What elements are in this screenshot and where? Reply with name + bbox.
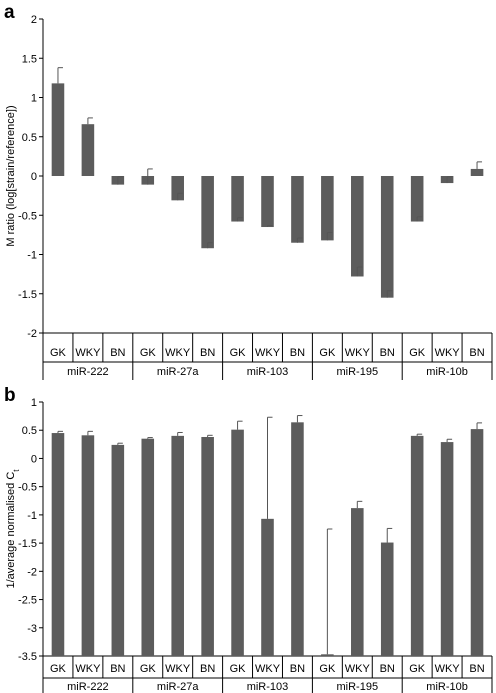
bar xyxy=(380,176,394,298)
category-label: GK xyxy=(409,347,426,359)
bar xyxy=(201,176,214,249)
category-label: WKY xyxy=(435,663,461,675)
category-label: GK xyxy=(50,663,67,675)
y-tick-label: -3 xyxy=(27,623,37,635)
category-label: WKY xyxy=(345,663,371,675)
category-label: GK xyxy=(409,663,426,675)
category-label: BN xyxy=(200,347,215,359)
category-label: WKY xyxy=(165,347,191,359)
group-label: miR-10b xyxy=(426,366,468,378)
category-label: GK xyxy=(230,347,247,359)
group-label: miR-103 xyxy=(247,681,289,693)
bar xyxy=(81,124,95,176)
group-label: miR-195 xyxy=(337,681,379,693)
group-label: miR-222 xyxy=(67,366,109,378)
bar xyxy=(261,176,274,228)
category-label: WKY xyxy=(165,663,191,675)
y-axis-label: 1/average normalised Ct xyxy=(5,469,21,589)
group-label: miR-222 xyxy=(67,681,109,693)
category-label: GK xyxy=(140,347,157,359)
bar xyxy=(321,654,334,656)
category-label: BN xyxy=(110,663,125,675)
bar xyxy=(231,429,244,656)
group-label: miR-27a xyxy=(157,366,199,378)
bar xyxy=(51,433,65,656)
group-label: miR-27a xyxy=(157,681,199,693)
bar xyxy=(291,176,304,243)
category-label: GK xyxy=(319,663,336,675)
y-tick-label: -1 xyxy=(27,250,37,262)
bar xyxy=(351,176,364,277)
y-tick-label: -2 xyxy=(27,328,37,340)
bar xyxy=(351,508,364,656)
group-label: miR-195 xyxy=(337,366,379,378)
y-tick-label: 1 xyxy=(31,397,37,409)
bar xyxy=(440,442,454,656)
category-label: BN xyxy=(290,347,305,359)
category-label: BN xyxy=(380,663,395,675)
bar xyxy=(171,176,184,201)
bar xyxy=(201,436,214,656)
bar xyxy=(141,438,155,656)
panel-label: b xyxy=(4,385,16,406)
category-label: BN xyxy=(469,347,484,359)
category-label: BN xyxy=(200,663,215,675)
bar xyxy=(51,83,65,176)
category-label: WKY xyxy=(255,347,281,359)
y-tick-label: 0.5 xyxy=(22,132,37,144)
group-label: miR-103 xyxy=(247,366,289,378)
panel-b: b 1/average normalised Ct 1 0.5 0 -0.5 -1 -1.5 -… xyxy=(4,385,493,693)
category-label: GK xyxy=(50,347,67,359)
category-label: WKY xyxy=(255,663,281,675)
category-label: WKY xyxy=(435,347,461,359)
category-label: BN xyxy=(290,663,305,675)
y-tick-label: 2 xyxy=(31,14,37,26)
category-label: BN xyxy=(469,663,484,675)
y-tick-label: -3.5 xyxy=(18,651,37,663)
bar xyxy=(470,429,484,656)
y-tick-label: -1.5 xyxy=(18,289,37,301)
category-label: WKY xyxy=(345,347,371,359)
bar xyxy=(171,435,184,656)
y-axis-label-subscript: t xyxy=(12,469,21,472)
bar xyxy=(470,168,484,176)
panel-a: a M ratio (log[strain/reference]) 2 1.5 1 0.5… xyxy=(4,2,493,380)
bar xyxy=(410,435,424,656)
panel-label: a xyxy=(4,2,15,23)
bar xyxy=(321,176,334,241)
bar xyxy=(291,422,304,656)
bar xyxy=(81,435,95,656)
bar xyxy=(111,444,125,656)
category-label: WKY xyxy=(75,663,101,675)
category-label: GK xyxy=(140,663,157,675)
category-label: GK xyxy=(319,347,336,359)
category-label: WKY xyxy=(75,347,101,359)
bar xyxy=(231,176,244,222)
category-label: BN xyxy=(110,347,125,359)
y-tick-label: 0 xyxy=(31,453,37,465)
category-label: BN xyxy=(380,347,395,359)
y-tick-label: -0.5 xyxy=(18,482,37,494)
y-tick-label: 0.5 xyxy=(22,425,37,437)
y-tick-label: -1 xyxy=(27,510,37,522)
category-label: GK xyxy=(230,663,247,675)
y-axis-label: M ratio (log[strain/reference]) xyxy=(5,105,17,246)
y-tick-label: 1.5 xyxy=(22,53,37,65)
group-label: miR-10b xyxy=(426,681,468,693)
y-tick-label: -1.5 xyxy=(18,538,37,550)
bar xyxy=(380,542,394,656)
y-tick-label: -0.5 xyxy=(18,210,37,222)
bar xyxy=(261,518,274,656)
y-tick-label: 0 xyxy=(31,171,37,183)
y-tick-label: 1 xyxy=(31,93,37,105)
y-tick-label: -2 xyxy=(27,566,37,578)
bar xyxy=(410,176,424,222)
y-tick-label: -2.5 xyxy=(18,595,37,607)
